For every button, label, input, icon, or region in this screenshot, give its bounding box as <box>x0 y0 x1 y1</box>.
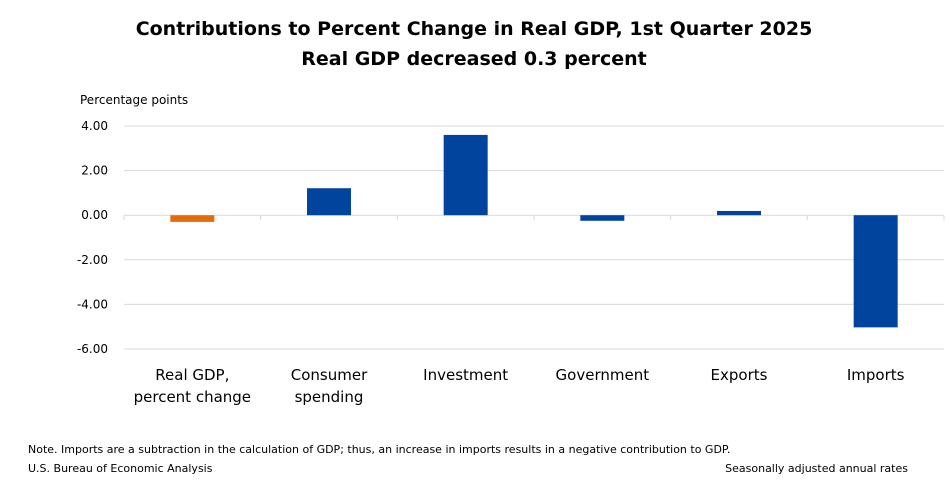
bar <box>580 215 625 221</box>
rates-note: Seasonally adjusted annual rates <box>725 462 908 475</box>
bar <box>307 188 351 216</box>
x-tick-label: Government <box>556 366 650 384</box>
bar <box>170 215 215 222</box>
bar-chart: Percentage points 4.00 2.00 0.00 -2.00 -4.00… <box>77 93 945 406</box>
x-tick-label: Real GDP, <box>155 366 229 384</box>
bar <box>443 134 488 216</box>
chart-title: Contributions to Percent Change in Real … <box>135 18 813 40</box>
x-tick-label: percent change <box>134 388 251 406</box>
x-tick-label: spending <box>295 388 364 406</box>
y-axis-ticks: 4.00 2.00 0.00 -2.00 -4.00 -6.00 <box>77 119 108 356</box>
bar <box>717 210 761 216</box>
y-tick-label: -2.00 <box>77 253 108 267</box>
bar <box>853 215 898 328</box>
x-tick-label: Exports <box>711 366 768 384</box>
gridlines <box>123 125 945 350</box>
y-tick-label: -6.00 <box>77 342 108 356</box>
x-axis-labels: Real GDP, percent change Consumer spending I… <box>134 366 905 406</box>
y-tick-label: -4.00 <box>77 297 108 311</box>
footnote: Note. Imports are a subtraction in the c… <box>28 443 731 456</box>
x-tick-label: Investment <box>423 366 508 384</box>
y-tick-label: 2.00 <box>81 164 108 178</box>
y-tick-label: 0.00 <box>81 208 108 222</box>
y-tick-label: 4.00 <box>81 119 108 133</box>
bars <box>170 134 898 328</box>
y-axis-label: Percentage points <box>80 93 188 107</box>
chart-subtitle: Real GDP decreased 0.3 percent <box>301 48 647 70</box>
x-tick-label: Imports <box>847 366 905 384</box>
source-credit: U.S. Bureau of Economic Analysis <box>28 462 213 475</box>
x-tick-label: Consumer <box>291 366 368 384</box>
